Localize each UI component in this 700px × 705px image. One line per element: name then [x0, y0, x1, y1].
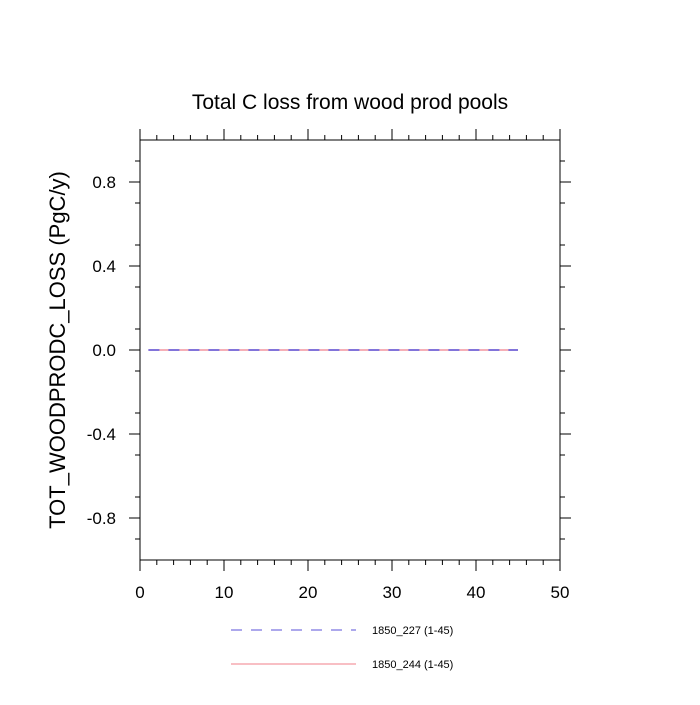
- x-tick-label: 0: [135, 583, 144, 602]
- legend-label-2: 1850_244 (1-45): [372, 659, 453, 671]
- y-tick-label: -0.4: [87, 425, 116, 444]
- x-tick-label: 20: [299, 583, 318, 602]
- y-axis-label: TOT_WOODPRODC_LOSS (PgC/y): [45, 171, 70, 529]
- y-tick-label: 0.4: [92, 257, 116, 276]
- x-tick-label: 10: [215, 583, 234, 602]
- y-tick-label: 0.8: [92, 173, 116, 192]
- x-tick-label: 40: [467, 583, 486, 602]
- y-tick-label: 0.0: [92, 341, 116, 360]
- legend-label-1: 1850_227 (1-45): [372, 625, 453, 637]
- x-tick-label: 30: [383, 583, 402, 602]
- chart-title: Total C loss from wood prod pools: [192, 91, 508, 114]
- x-tick-label: 50: [551, 583, 570, 602]
- y-tick-label: -0.8: [87, 509, 116, 528]
